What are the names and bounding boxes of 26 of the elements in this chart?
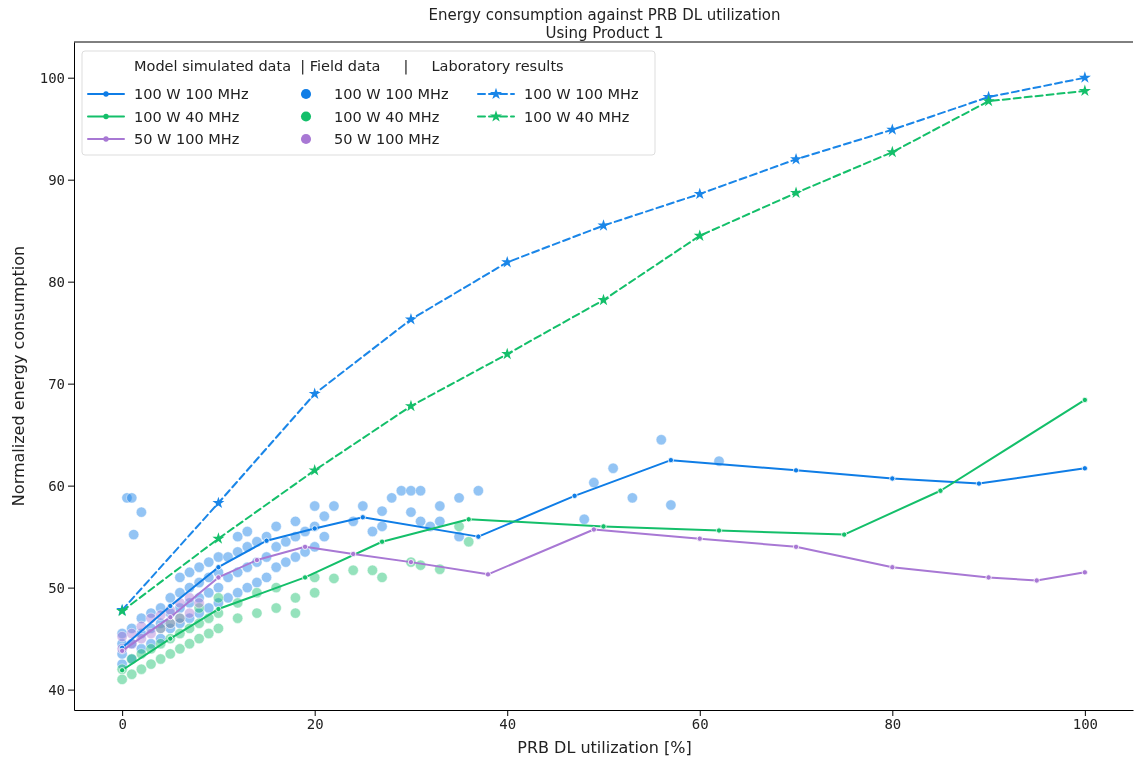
- legend-label: 100 W 40 MHz: [134, 108, 240, 125]
- y-tick-label: 40: [48, 681, 65, 698]
- legend-label: 100 W 100 MHz: [524, 86, 639, 102]
- y-tick-label: 90: [48, 171, 65, 188]
- chart-title: Energy consumption against PRB DL utilization: [428, 6, 781, 24]
- y-tick-label: 70: [48, 375, 65, 392]
- legend-label: 100 W 100 MHz: [334, 86, 449, 102]
- y-axis-title: Normalized energy consumption: [9, 245, 28, 507]
- y-tick-label: 60: [48, 477, 65, 494]
- x-tick-label: 80: [884, 715, 902, 732]
- x-tick-label: 0: [118, 715, 127, 732]
- legend-label: 50 W 100 MHz: [334, 131, 440, 147]
- chart-subtitle: Using Product 1: [545, 24, 664, 42]
- y-tick-label: 100: [39, 69, 65, 86]
- legend-label: 100 W 40 MHz: [334, 108, 440, 125]
- x-axis-title: PRB DL utilization [%]: [517, 738, 692, 757]
- legend-label: 100 W 40 MHz: [524, 108, 630, 125]
- x-tick-label: 40: [499, 715, 517, 732]
- y-tick-label: 50: [48, 579, 65, 596]
- x-tick-label: 60: [691, 715, 709, 732]
- legend-label: 50 W 100 MHz: [134, 131, 240, 147]
- x-tick-label: 20: [306, 715, 324, 732]
- y-tick-label: 80: [48, 273, 65, 290]
- legend-title: Model simulated data | Field data | Laboratory results: [134, 58, 564, 75]
- legend-label: 100 W 100 MHz: [134, 86, 249, 102]
- x-tick-label: 100: [1072, 715, 1099, 732]
